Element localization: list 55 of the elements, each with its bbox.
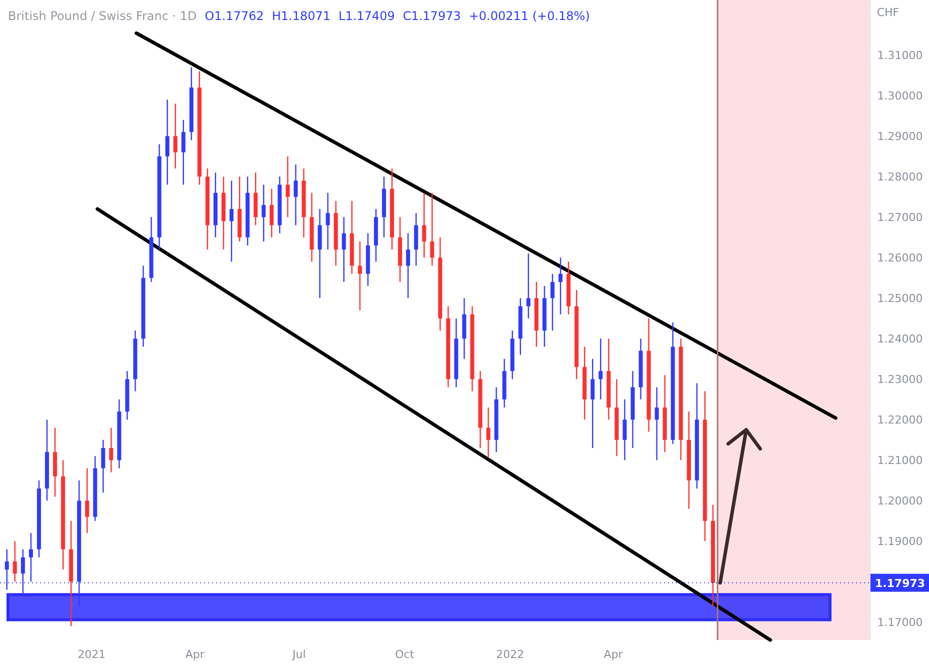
y-tick-label: 1.31000	[877, 49, 923, 62]
annotation: L1.17409	[338, 9, 395, 23]
candlestick	[326, 192, 330, 250]
candlestick	[558, 257, 563, 315]
candlestick	[270, 188, 274, 238]
y-tick-label: 1.21000	[877, 454, 923, 468]
y-tick-label: 1.28000	[877, 170, 923, 184]
candlestick	[430, 192, 434, 266]
annotation: O1.17762	[204, 9, 264, 23]
candlestick	[262, 184, 266, 242]
y-tick-label: 1.22000	[877, 414, 923, 427]
y-tick-label: 1.26000	[877, 252, 923, 265]
y-tick-label: 1.19000	[877, 535, 923, 548]
candlestick	[550, 273, 554, 332]
y-tick-label: 1.29000	[877, 130, 923, 144]
annotation: C1.17973	[402, 9, 461, 23]
candlestick	[165, 99, 170, 186]
annotation: +0.00211 (+0.18%)	[468, 9, 590, 23]
candlestick	[109, 427, 114, 473]
ref-line-label: 1.17973	[874, 576, 926, 590]
x-tick-label: 2021	[78, 648, 106, 661]
candlestick	[590, 358, 595, 449]
candlestick	[173, 103, 178, 170]
candlestick	[28, 532, 33, 582]
y-tick-label: 1.24000	[877, 332, 923, 346]
x-tick-label: Jul	[292, 648, 306, 661]
candlestick	[622, 398, 627, 461]
candlestick	[486, 406, 490, 459]
candlestick	[654, 386, 659, 461]
candlestick	[342, 216, 346, 283]
y-tick-label: 1.23000	[877, 373, 923, 386]
y-tick-label: 1.17000	[877, 616, 923, 630]
candlestick	[422, 192, 426, 258]
x-tick-label: 2022	[496, 648, 524, 661]
candlestick	[598, 338, 603, 400]
y-tick-label: 1.30000	[877, 90, 923, 103]
annotation: H1.18071	[272, 9, 331, 23]
candlestick	[294, 164, 298, 226]
text: British Pound / Swiss Franc · 1D	[8, 9, 197, 23]
y-tick-label: 1.25000	[877, 292, 923, 306]
candlestick	[286, 156, 290, 218]
y-tick-label: 1.27000	[877, 211, 923, 224]
candlestick	[181, 119, 186, 186]
x-tick-label: Apr	[185, 648, 205, 661]
candlestick	[230, 180, 234, 262]
candlestick	[85, 468, 90, 534]
candlestick	[12, 540, 17, 582]
candlestick	[526, 252, 530, 319]
candlestick	[101, 439, 106, 494]
y-axis-title: CHF	[876, 6, 900, 19]
x-tick-label: Oct	[395, 648, 415, 661]
candlestick	[358, 240, 362, 311]
y-tick-label: 1.20000	[877, 494, 923, 508]
candlestick	[406, 232, 410, 299]
x-tick-label: Apr	[604, 648, 624, 661]
